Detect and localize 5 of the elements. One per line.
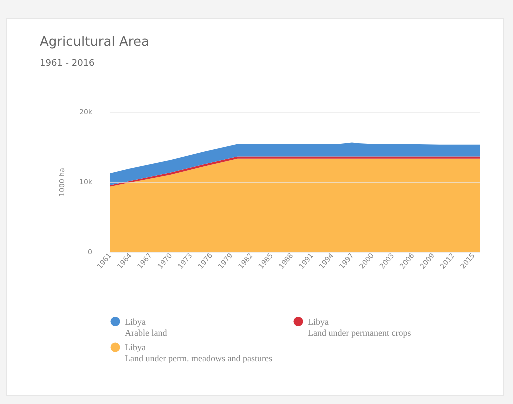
legend-label: Libya Land under permanent crops (308, 316, 412, 338)
chart-title: Agricultural Area (40, 35, 150, 50)
legend-label: Libya Land under perm. meadows and pastures (125, 342, 273, 364)
chart-subtitle: 1961 - 2016 (40, 59, 96, 69)
legend-label: Libya Arable land (125, 316, 168, 338)
